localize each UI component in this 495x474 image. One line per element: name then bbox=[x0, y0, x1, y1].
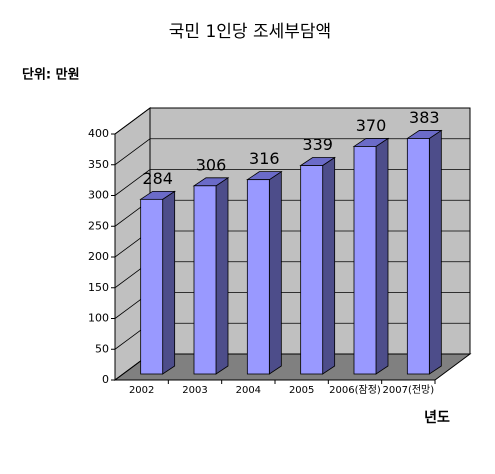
x-tick-label: 2007(전망) bbox=[383, 384, 435, 396]
data-label: 383 bbox=[409, 108, 440, 127]
bar bbox=[193, 185, 217, 375]
y-tick-label: 150 bbox=[88, 281, 109, 294]
y-tick-label: 300 bbox=[88, 189, 109, 202]
bar bbox=[140, 198, 164, 375]
unit-label: 단위: 만원 bbox=[22, 67, 80, 83]
x-tick-label: 2006(잠정) bbox=[329, 384, 381, 396]
bar bbox=[406, 138, 430, 375]
bar-side bbox=[268, 170, 282, 375]
bar bbox=[300, 165, 324, 375]
grid-line bbox=[114, 107, 470, 135]
y-tick-label: 100 bbox=[88, 312, 109, 325]
data-label: 306 bbox=[196, 155, 227, 174]
x-tick-label: 2005 bbox=[289, 385, 314, 396]
x-tick-label: 2002 bbox=[129, 385, 154, 396]
bar-side bbox=[215, 177, 229, 375]
bar-side bbox=[162, 190, 176, 375]
chart-title: 국민 1인당 조세부담액 bbox=[169, 22, 331, 42]
bar-side bbox=[375, 137, 389, 375]
x-axis-label: 년도 bbox=[424, 410, 450, 426]
data-label: 339 bbox=[302, 135, 333, 154]
bar bbox=[353, 146, 377, 375]
x-tick-label: 2003 bbox=[182, 385, 207, 396]
y-tick-label: 350 bbox=[88, 158, 109, 171]
bar-side bbox=[428, 129, 442, 375]
grid-line bbox=[114, 138, 470, 166]
data-label: 370 bbox=[356, 116, 387, 135]
bar-side bbox=[322, 156, 336, 375]
y-tick-label: 0 bbox=[102, 373, 109, 386]
y-tick-label: 400 bbox=[88, 127, 109, 140]
data-label: 284 bbox=[142, 169, 173, 188]
y-tick-label: 50 bbox=[95, 342, 109, 355]
data-label: 316 bbox=[249, 149, 280, 168]
y-tick-label: 200 bbox=[88, 250, 109, 263]
x-tick-label: 2004 bbox=[236, 385, 261, 396]
y-tick-label: 250 bbox=[88, 219, 109, 232]
bar bbox=[246, 179, 270, 375]
